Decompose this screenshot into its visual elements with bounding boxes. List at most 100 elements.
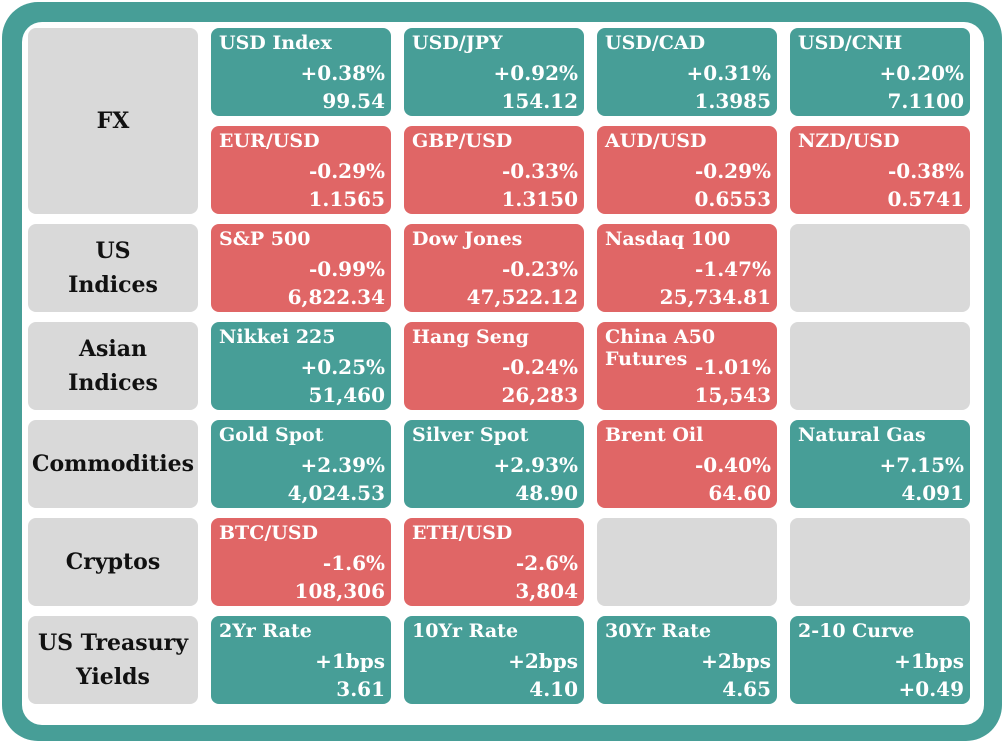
tile-name: Natural Gas — [798, 424, 926, 446]
tile-change: +0.92% — [493, 61, 578, 85]
tile-change: +2.93% — [493, 453, 578, 477]
tile-value: 1.3150 — [501, 187, 578, 211]
tile-2-10-curve: 2-10 Curve +1bps +0.49 — [790, 616, 970, 704]
tile-name: USD/CAD — [605, 32, 706, 54]
tile-name: 2Yr Rate — [219, 620, 312, 642]
tile-eth-usd: ETH/USD -2.6% 3,804 — [404, 518, 584, 606]
tile-value: 6,822.34 — [287, 285, 385, 309]
tile-value: 25,734.81 — [659, 285, 771, 309]
tile-name: 2-10 Curve — [798, 620, 915, 642]
tile-change: -1.47% — [694, 257, 771, 281]
tile-name: Gold Spot — [219, 424, 324, 446]
tile-name: Nasdaq 100 — [605, 228, 731, 250]
tile-change: +2.39% — [300, 453, 385, 477]
tile-value: 4.091 — [901, 481, 964, 505]
tile-change: -1.01% — [694, 355, 771, 379]
tile-change: -0.38% — [887, 159, 964, 183]
tile-name: China A50 Futures — [605, 326, 716, 370]
tile-usd-cnh: USD/CNH +0.20% 7.1100 — [790, 28, 970, 116]
category-us-indices: US Indices — [28, 224, 198, 312]
tile-name: GBP/USD — [412, 130, 513, 152]
tile-gold-spot: Gold Spot +2.39% 4,024.53 — [211, 420, 391, 508]
tile-nzd-usd: NZD/USD -0.38% 0.5741 — [790, 126, 970, 214]
category-asian-indices: Asian Indices — [28, 322, 198, 410]
tile-value: 1.1565 — [308, 187, 385, 211]
tile-value: 154.12 — [501, 89, 578, 113]
tile-name: BTC/USD — [219, 522, 319, 544]
tile-value: 3,804 — [515, 579, 578, 603]
tile-name: EUR/USD — [219, 130, 320, 152]
tile-value: 4.65 — [722, 677, 771, 701]
tile-change: +1bps — [315, 649, 385, 673]
tile-value: 4.10 — [529, 677, 578, 701]
tile-name: Dow Jones — [412, 228, 523, 250]
category-commodities: Commodities — [28, 420, 198, 508]
category-cryptos: Cryptos — [28, 518, 198, 606]
tile-usd-jpy: USD/JPY +0.92% 154.12 — [404, 28, 584, 116]
category-us-treasury-yields: US Treasury Yields — [28, 616, 198, 704]
tile-change: +2bps — [508, 649, 578, 673]
tile-30yr-rate: 30Yr Rate +2bps 4.65 — [597, 616, 777, 704]
tile-change: -0.29% — [308, 159, 385, 183]
tile-empty — [597, 518, 777, 606]
tile-value: 47,522.12 — [466, 285, 578, 309]
tile-btc-usd: BTC/USD -1.6% 108,306 — [211, 518, 391, 606]
tile-change: -0.29% — [694, 159, 771, 183]
tile-name: Silver Spot — [412, 424, 529, 446]
tile-change: +1bps — [894, 649, 964, 673]
tile-value: 0.6553 — [694, 187, 771, 211]
tile-natural-gas: Natural Gas +7.15% 4.091 — [790, 420, 970, 508]
tile-empty — [790, 322, 970, 410]
tile-value: 48.90 — [515, 481, 578, 505]
category-fx: FX — [28, 28, 198, 214]
tile-name: USD Index — [219, 32, 332, 54]
tile-name: USD/JPY — [412, 32, 503, 54]
tile-change: +0.20% — [879, 61, 964, 85]
tile-aud-usd: AUD/USD -0.29% 0.6553 — [597, 126, 777, 214]
tile-sp500: S&P 500 -0.99% 6,822.34 — [211, 224, 391, 312]
tile-silver-spot: Silver Spot +2.93% 48.90 — [404, 420, 584, 508]
tile-hang-seng: Hang Seng -0.24% 26,283 — [404, 322, 584, 410]
tile-name: USD/CNH — [798, 32, 903, 54]
tile-name: 10Yr Rate — [412, 620, 519, 642]
tile-value: 7.1100 — [887, 89, 964, 113]
tile-change: +0.31% — [686, 61, 771, 85]
tile-name: AUD/USD — [605, 130, 707, 152]
tile-name: NZD/USD — [798, 130, 900, 152]
tile-2yr-rate: 2Yr Rate +1bps 3.61 — [211, 616, 391, 704]
tile-change: -0.24% — [501, 355, 578, 379]
tile-value: 4,024.53 — [287, 481, 385, 505]
tile-value: 99.54 — [322, 89, 385, 113]
tile-change: -1.6% — [322, 551, 385, 575]
tile-usd-cad: USD/CAD +0.31% 1.3985 — [597, 28, 777, 116]
tile-value: 3.61 — [336, 677, 385, 701]
tile-value: +0.49 — [898, 677, 964, 701]
tile-brent-oil: Brent Oil -0.40% 64.60 — [597, 420, 777, 508]
tile-name: S&P 500 — [219, 228, 311, 250]
tile-dow-jones: Dow Jones -0.23% 47,522.12 — [404, 224, 584, 312]
tile-change: +7.15% — [879, 453, 964, 477]
tile-value: 1.3985 — [694, 89, 771, 113]
tile-change: -0.23% — [501, 257, 578, 281]
tile-change: +0.38% — [300, 61, 385, 85]
tile-gbp-usd: GBP/USD -0.33% 1.3150 — [404, 126, 584, 214]
tile-name: Brent Oil — [605, 424, 704, 446]
tile-name: Nikkei 225 — [219, 326, 336, 348]
tile-name: Hang Seng — [412, 326, 529, 348]
tile-empty — [790, 518, 970, 606]
tile-eur-usd: EUR/USD -0.29% 1.1565 — [211, 126, 391, 214]
tile-change: -2.6% — [515, 551, 578, 575]
tile-value: 51,460 — [308, 383, 385, 407]
tile-empty — [790, 224, 970, 312]
tile-value: 108,306 — [294, 579, 385, 603]
tile-nikkei225: Nikkei 225 +0.25% 51,460 — [211, 322, 391, 410]
tile-value: 0.5741 — [887, 187, 964, 211]
market-grid: FX USD Index +0.38% 99.54 USD/JPY +0.92%… — [28, 28, 973, 704]
tile-name: ETH/USD — [412, 522, 513, 544]
tile-change: -0.33% — [501, 159, 578, 183]
tile-change: +2bps — [701, 649, 771, 673]
tile-change: +0.25% — [300, 355, 385, 379]
tile-china-a50: China A50 Futures -1.01% 15,543 — [597, 322, 777, 410]
tile-value: 15,543 — [694, 383, 771, 407]
tile-10yr-rate: 10Yr Rate +2bps 4.10 — [404, 616, 584, 704]
